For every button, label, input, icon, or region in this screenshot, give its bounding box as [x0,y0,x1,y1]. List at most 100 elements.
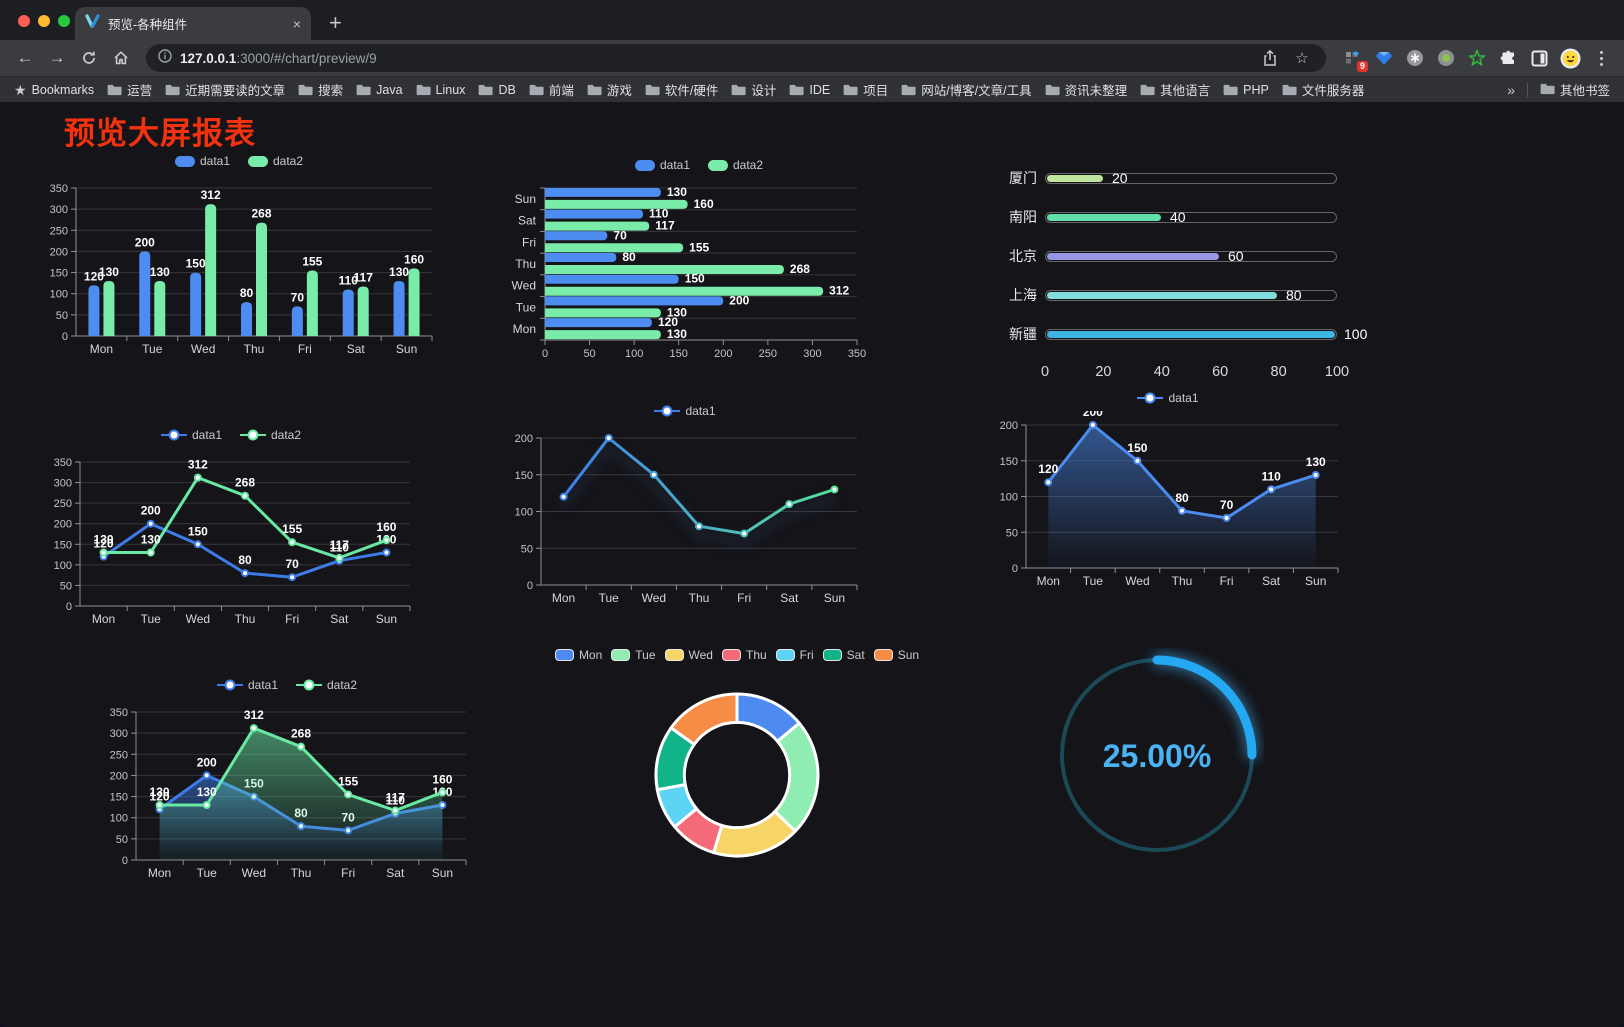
bookmark-folder[interactable]: IDE [789,83,830,97]
svg-text:70: 70 [1220,498,1234,512]
legend-item[interactable]: data1 [216,678,278,692]
bookmark-folder[interactable]: 其他语言 [1140,80,1210,99]
bookmark-folder[interactable]: 近期需要读的文章 [165,80,285,99]
progress-label: 厦门 [1009,170,1037,186]
bookmark-folder[interactable]: Linux [416,82,466,97]
other-bookmarks-button[interactable]: 其他书签 [1540,80,1610,99]
url-text[interactable]: 127.0.0.1:3000/#/chart/preview/9 [180,51,1250,66]
address-bar[interactable]: 127.0.0.1:3000/#/chart/preview/9 ☆ [146,44,1326,72]
bookmark-folder[interactable]: PHP [1223,83,1269,97]
bookmark-folder[interactable]: 前端 [529,80,574,99]
bookmark-folder-label: 软件/硬件 [664,84,719,98]
svg-text:Tue: Tue [1083,574,1104,588]
bookmark-folder-label: 其他语言 [1160,84,1211,98]
bookmark-folder[interactable]: 搜索 [298,80,343,99]
page-content: 预览大屏报表 data1 data2 0 50 100 150 200 250 300 350 Mo… [0,102,1624,1027]
bookmark-folder[interactable]: 项目 [843,80,888,99]
svg-text:80: 80 [1175,491,1189,505]
legend-item[interactable]: Tue [611,648,656,662]
svg-text:Wed: Wed [512,279,536,293]
svg-text:0: 0 [122,855,128,867]
browser-menu-icon[interactable] [1590,47,1612,69]
browser-tab[interactable]: 预览-各种组件 × [75,7,311,40]
site-info-icon[interactable] [158,48,172,68]
profile-avatar[interactable] [1559,47,1581,69]
bookmark-folder-label: Java [376,82,403,97]
legend-item[interactable]: Fri [775,648,814,662]
legend-item[interactable]: data1 [1137,391,1199,405]
progress-chart-body: 厦门 20 南阳 40 北京 60 上海 80 新疆 100 0 20 40 60 80 100 [993,160,1371,386]
green-dot-circle-extension-icon[interactable] [1435,47,1457,69]
svg-text:Wed: Wed [186,612,210,626]
svg-text:350: 350 [54,457,72,469]
gem-extension-icon[interactable] [1373,47,1395,69]
progress-row: 南阳 40 [993,205,1371,229]
legend-item[interactable]: data2 [248,154,303,168]
bookmark-folder[interactable]: Java [356,82,403,97]
svg-text:50: 50 [1006,527,1018,539]
forward-button[interactable]: → [48,48,66,67]
bookmark-folder[interactable]: 设计 [731,80,776,99]
svg-text:80: 80 [240,286,254,300]
legend-item[interactable]: data1 [160,428,222,442]
bookmark-folder[interactable]: 资讯未整理 [1045,80,1127,99]
svg-text:200: 200 [729,293,749,307]
svg-text:110: 110 [386,793,406,807]
svg-text:Mon: Mon [513,322,536,336]
bookmark-folder[interactable]: 网站/博客/文章/工具 [901,80,1032,99]
bookmark-folder[interactable]: 运营 [107,80,152,99]
donut-slice [669,692,739,746]
sidebar-toggle-icon[interactable] [1528,47,1550,69]
legend-item[interactable]: Wed [664,648,713,662]
minimize-window-button[interactable] [38,15,50,27]
back-button[interactable]: ← [16,48,34,67]
legend-item[interactable]: data1 [634,158,690,172]
chart-legend: data1 [988,385,1348,411]
legend-item[interactable]: Mon [554,648,602,662]
bookmarks-overflow-button[interactable]: » [1507,81,1515,98]
svg-text:160: 160 [404,252,424,266]
green-star-extension-icon[interactable] [1466,47,1488,69]
bookmark-star-icon[interactable]: ☆ [1295,50,1309,67]
extensions-puzzle-icon[interactable] [1497,47,1519,69]
legend-item[interactable]: Thu [721,648,767,662]
svg-text:Tue: Tue [599,591,620,605]
bookmark-folder[interactable]: 游戏 [587,80,632,99]
chart-canvas: 0 50 100 150 200 250 300 350 Mon Tue Wed Thu Fri Sat S… [110,707,467,880]
legend-item[interactable]: data1 [174,154,230,168]
home-button[interactable] [108,45,134,71]
reload-button[interactable] [76,45,102,71]
legend-item[interactable]: data2 [708,158,763,172]
bookmark-label: Bookmarks [31,82,95,97]
close-window-button[interactable] [18,15,30,27]
grid-extension-icon[interactable]: 9 [1342,47,1368,72]
svg-text:100: 100 [1000,492,1018,504]
asterisk-circle-extension-icon[interactable] [1404,47,1426,69]
progress-track: 60 [1045,248,1337,264]
donut-chart: Mon Tue Wed Thu Fri Sat Sun [544,642,930,932]
svg-text:200: 200 [1000,420,1018,432]
new-tab-button[interactable]: + [329,10,342,35]
tab-close-icon[interactable]: × [292,15,301,32]
legend-item[interactable]: Sun [873,648,919,662]
bookmark-folder-label: 近期需要读的文章 [185,84,286,98]
bookmarks-app-shortcut[interactable]: ★ Bookmarks [14,83,94,97]
legend-item[interactable]: Sat [822,648,865,662]
svg-text:300: 300 [50,204,68,216]
progress-fill [1047,174,1103,182]
legend-item[interactable]: data1 [654,404,716,418]
donut-slice [773,721,820,833]
svg-text:Thu: Thu [244,342,265,356]
zoom-window-button[interactable] [58,15,70,27]
bookmark-folder-label: Linux [435,82,466,97]
svg-text:120: 120 [94,537,114,551]
svg-text:Sun: Sun [1305,574,1326,588]
bookmark-folder[interactable]: DB [478,83,516,97]
legend-item[interactable]: data2 [240,428,301,442]
share-icon[interactable] [1258,46,1282,70]
city-progress-chart: 厦门 20 南阳 40 北京 60 上海 80 新疆 100 0 20 40 60 80 100 [993,160,1371,386]
bookmark-folder[interactable]: 软件/硬件 [645,80,718,99]
bookmark-folder[interactable]: 文件服务器 [1282,80,1364,99]
legend-item[interactable]: data2 [296,678,357,692]
svg-text:Thu: Thu [689,591,710,605]
